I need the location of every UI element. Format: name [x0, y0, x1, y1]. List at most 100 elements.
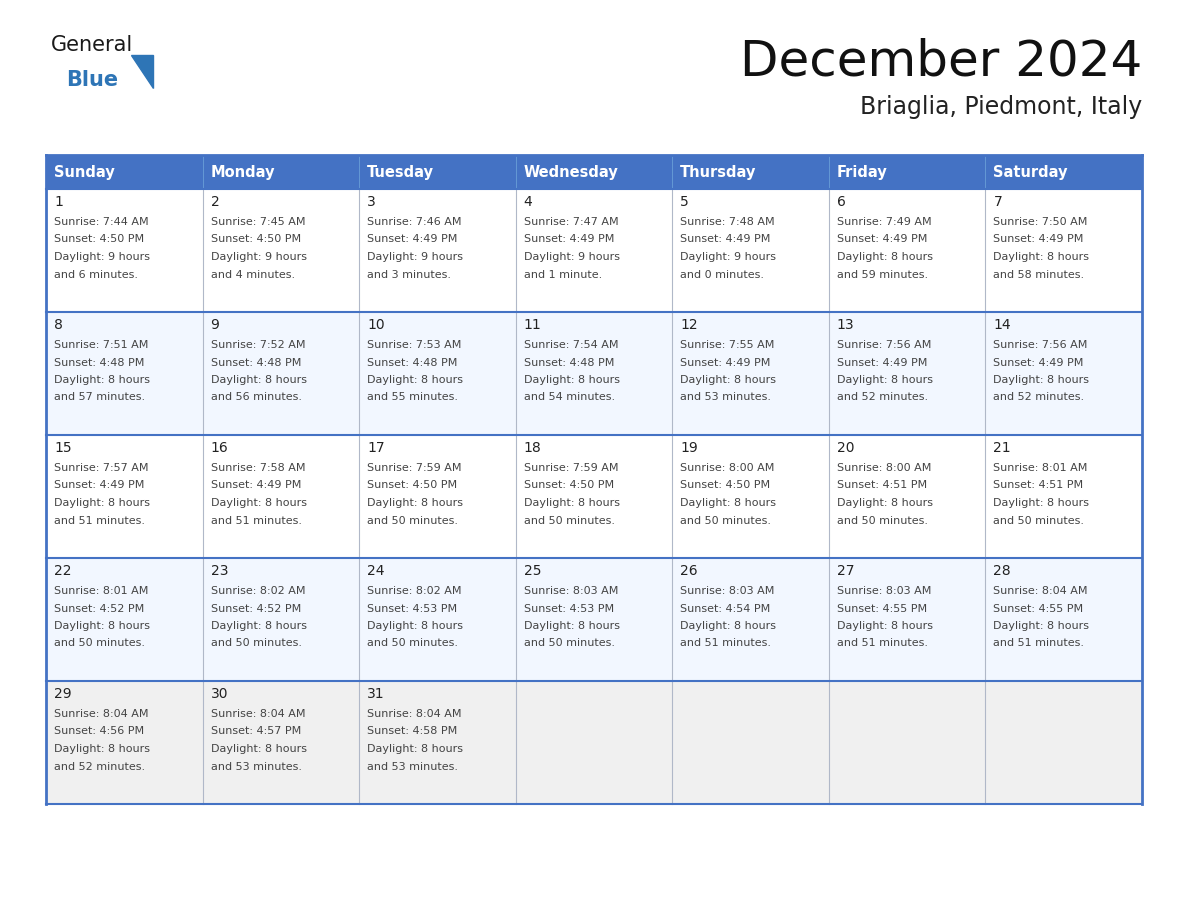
Text: and 51 minutes.: and 51 minutes.: [210, 516, 302, 525]
Text: 5: 5: [681, 195, 689, 209]
Text: Sunrise: 8:01 AM: Sunrise: 8:01 AM: [993, 463, 1088, 473]
Text: 15: 15: [53, 441, 71, 455]
Text: Tuesday: Tuesday: [367, 164, 434, 180]
Text: Sunset: 4:50 PM: Sunset: 4:50 PM: [681, 480, 770, 490]
Text: Daylight: 8 hours: Daylight: 8 hours: [53, 375, 150, 385]
Bar: [516, 155, 672, 189]
Text: Sunrise: 7:48 AM: Sunrise: 7:48 AM: [681, 217, 775, 227]
Text: Blue: Blue: [67, 70, 118, 90]
Text: Daylight: 9 hours: Daylight: 9 hours: [210, 252, 307, 262]
Text: Friday: Friday: [836, 164, 887, 180]
Text: Sunrise: 8:01 AM: Sunrise: 8:01 AM: [53, 586, 148, 596]
Text: 13: 13: [836, 318, 854, 332]
Text: Sunrise: 7:57 AM: Sunrise: 7:57 AM: [53, 463, 148, 473]
Text: 4: 4: [524, 195, 532, 209]
Text: Sunrise: 7:59 AM: Sunrise: 7:59 AM: [367, 463, 462, 473]
Text: Daylight: 8 hours: Daylight: 8 hours: [836, 621, 933, 631]
Text: and 50 minutes.: and 50 minutes.: [836, 516, 928, 525]
Text: Sunset: 4:56 PM: Sunset: 4:56 PM: [53, 726, 144, 736]
Text: Sunset: 4:55 PM: Sunset: 4:55 PM: [993, 603, 1083, 613]
Text: Sunrise: 7:59 AM: Sunrise: 7:59 AM: [524, 463, 618, 473]
Text: Sunrise: 7:56 AM: Sunrise: 7:56 AM: [836, 340, 931, 350]
Text: and 53 minutes.: and 53 minutes.: [681, 393, 771, 402]
Text: Sunset: 4:48 PM: Sunset: 4:48 PM: [367, 357, 457, 367]
Text: Sunset: 4:49 PM: Sunset: 4:49 PM: [836, 357, 927, 367]
Text: 22: 22: [53, 564, 71, 578]
Text: Daylight: 8 hours: Daylight: 8 hours: [836, 375, 933, 385]
Text: Sunrise: 7:49 AM: Sunrise: 7:49 AM: [836, 217, 931, 227]
Text: Sunset: 4:54 PM: Sunset: 4:54 PM: [681, 603, 771, 613]
Text: Sunset: 4:57 PM: Sunset: 4:57 PM: [210, 726, 301, 736]
Text: Daylight: 8 hours: Daylight: 8 hours: [367, 621, 463, 631]
Text: General: General: [51, 35, 133, 55]
Text: Sunset: 4:50 PM: Sunset: 4:50 PM: [367, 480, 457, 490]
Text: Sunset: 4:50 PM: Sunset: 4:50 PM: [524, 480, 614, 490]
Text: Sunset: 4:51 PM: Sunset: 4:51 PM: [836, 480, 927, 490]
Text: Daylight: 8 hours: Daylight: 8 hours: [993, 252, 1089, 262]
Text: 1: 1: [53, 195, 63, 209]
Text: Sunset: 4:53 PM: Sunset: 4:53 PM: [524, 603, 614, 613]
Text: Sunrise: 8:03 AM: Sunrise: 8:03 AM: [681, 586, 775, 596]
Text: December 2024: December 2024: [740, 38, 1142, 86]
Text: 16: 16: [210, 441, 228, 455]
Text: 6: 6: [836, 195, 846, 209]
Text: Sunset: 4:49 PM: Sunset: 4:49 PM: [681, 357, 771, 367]
Text: and 0 minutes.: and 0 minutes.: [681, 270, 764, 279]
Text: Sunrise: 8:02 AM: Sunrise: 8:02 AM: [210, 586, 305, 596]
Text: Sunrise: 8:03 AM: Sunrise: 8:03 AM: [524, 586, 618, 596]
Text: and 52 minutes.: and 52 minutes.: [53, 762, 145, 771]
Text: and 53 minutes.: and 53 minutes.: [367, 762, 459, 771]
Text: 29: 29: [53, 687, 71, 701]
Text: Daylight: 8 hours: Daylight: 8 hours: [524, 498, 620, 508]
Text: Sunrise: 7:55 AM: Sunrise: 7:55 AM: [681, 340, 775, 350]
Text: Daylight: 8 hours: Daylight: 8 hours: [210, 498, 307, 508]
Polygon shape: [131, 55, 153, 88]
Text: Daylight: 8 hours: Daylight: 8 hours: [836, 498, 933, 508]
Bar: [46, 435, 1142, 558]
Text: Daylight: 8 hours: Daylight: 8 hours: [524, 621, 620, 631]
Text: Saturday: Saturday: [993, 164, 1068, 180]
Text: 27: 27: [836, 564, 854, 578]
Text: Sunset: 4:51 PM: Sunset: 4:51 PM: [993, 480, 1083, 490]
Text: Sunset: 4:49 PM: Sunset: 4:49 PM: [367, 234, 457, 244]
Text: 10: 10: [367, 318, 385, 332]
Text: Sunset: 4:52 PM: Sunset: 4:52 PM: [210, 603, 301, 613]
Text: Daylight: 8 hours: Daylight: 8 hours: [836, 252, 933, 262]
Text: Sunset: 4:55 PM: Sunset: 4:55 PM: [836, 603, 927, 613]
Text: and 52 minutes.: and 52 minutes.: [836, 393, 928, 402]
Text: Sunrise: 8:00 AM: Sunrise: 8:00 AM: [836, 463, 931, 473]
Text: Monday: Monday: [210, 164, 276, 180]
Text: Sunset: 4:53 PM: Sunset: 4:53 PM: [367, 603, 457, 613]
Text: 11: 11: [524, 318, 542, 332]
Text: 31: 31: [367, 687, 385, 701]
Text: 3: 3: [367, 195, 375, 209]
Text: Daylight: 8 hours: Daylight: 8 hours: [53, 498, 150, 508]
Bar: [203, 155, 359, 189]
Text: Daylight: 9 hours: Daylight: 9 hours: [53, 252, 150, 262]
Text: and 50 minutes.: and 50 minutes.: [210, 639, 302, 648]
Text: Sunrise: 7:46 AM: Sunrise: 7:46 AM: [367, 217, 462, 227]
Text: Sunset: 4:49 PM: Sunset: 4:49 PM: [53, 480, 145, 490]
Text: Sunset: 4:48 PM: Sunset: 4:48 PM: [210, 357, 301, 367]
Text: Sunset: 4:49 PM: Sunset: 4:49 PM: [210, 480, 301, 490]
Bar: [46, 312, 1142, 435]
Text: Sunrise: 7:51 AM: Sunrise: 7:51 AM: [53, 340, 148, 350]
Text: Sunset: 4:49 PM: Sunset: 4:49 PM: [836, 234, 927, 244]
Text: Briaglia, Piedmont, Italy: Briaglia, Piedmont, Italy: [860, 95, 1142, 119]
Text: and 56 minutes.: and 56 minutes.: [210, 393, 302, 402]
Text: and 50 minutes.: and 50 minutes.: [681, 516, 771, 525]
Text: and 53 minutes.: and 53 minutes.: [210, 762, 302, 771]
Text: 7: 7: [993, 195, 1003, 209]
Text: and 55 minutes.: and 55 minutes.: [367, 393, 459, 402]
Text: and 54 minutes.: and 54 minutes.: [524, 393, 615, 402]
Text: and 52 minutes.: and 52 minutes.: [993, 393, 1085, 402]
Text: Daylight: 8 hours: Daylight: 8 hours: [993, 498, 1089, 508]
Text: Sunrise: 7:58 AM: Sunrise: 7:58 AM: [210, 463, 305, 473]
Text: 19: 19: [681, 441, 699, 455]
Text: 21: 21: [993, 441, 1011, 455]
Text: Sunrise: 8:04 AM: Sunrise: 8:04 AM: [367, 709, 462, 719]
Text: Daylight: 8 hours: Daylight: 8 hours: [681, 375, 776, 385]
Text: and 50 minutes.: and 50 minutes.: [367, 639, 459, 648]
Text: Sunset: 4:49 PM: Sunset: 4:49 PM: [993, 357, 1083, 367]
Text: Sunrise: 7:50 AM: Sunrise: 7:50 AM: [993, 217, 1088, 227]
